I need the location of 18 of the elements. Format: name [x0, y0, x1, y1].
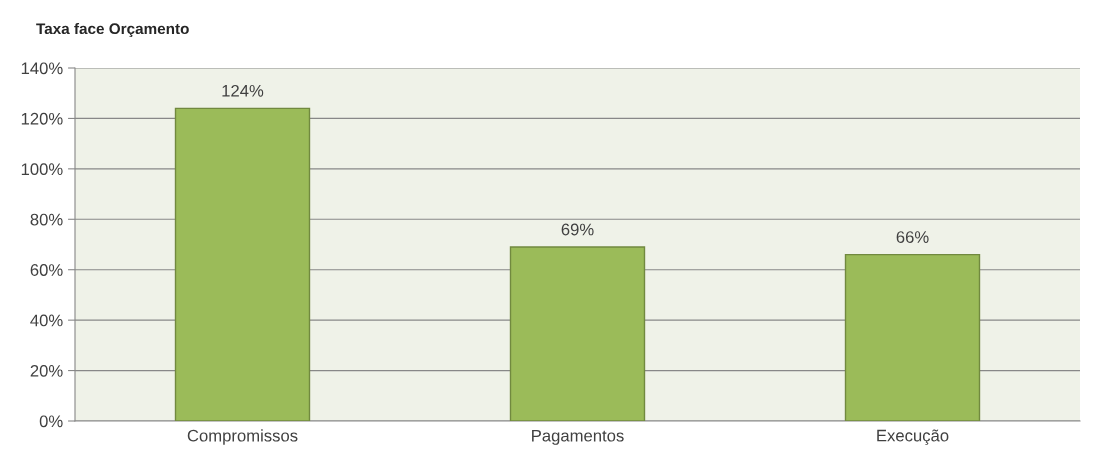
x-tick-label: Pagamentos: [532, 429, 624, 445]
bar: [174, 107, 311, 421]
y-tick-label: 140%: [21, 62, 63, 75]
y-tick-label: 20%: [30, 364, 63, 377]
data-label: 66%: [896, 231, 929, 243]
y-tick-label: 0%: [39, 415, 63, 428]
x-tick-label: Compromissos: [187, 429, 298, 445]
chart-title: Taxa face Orçamento: [36, 22, 189, 38]
bar: [844, 253, 981, 421]
data-label: 124%: [222, 84, 264, 97]
bar: [509, 246, 646, 421]
y-tick-label: 60%: [30, 264, 63, 276]
y-tick-label: 40%: [30, 314, 63, 327]
x-tick-label: Execução: [877, 429, 949, 445]
y-tick-label: 120%: [21, 112, 63, 125]
data-label: 69%: [561, 223, 594, 236]
y-tick-label: 100%: [21, 163, 63, 176]
y-tick-label: 80%: [30, 213, 63, 226]
